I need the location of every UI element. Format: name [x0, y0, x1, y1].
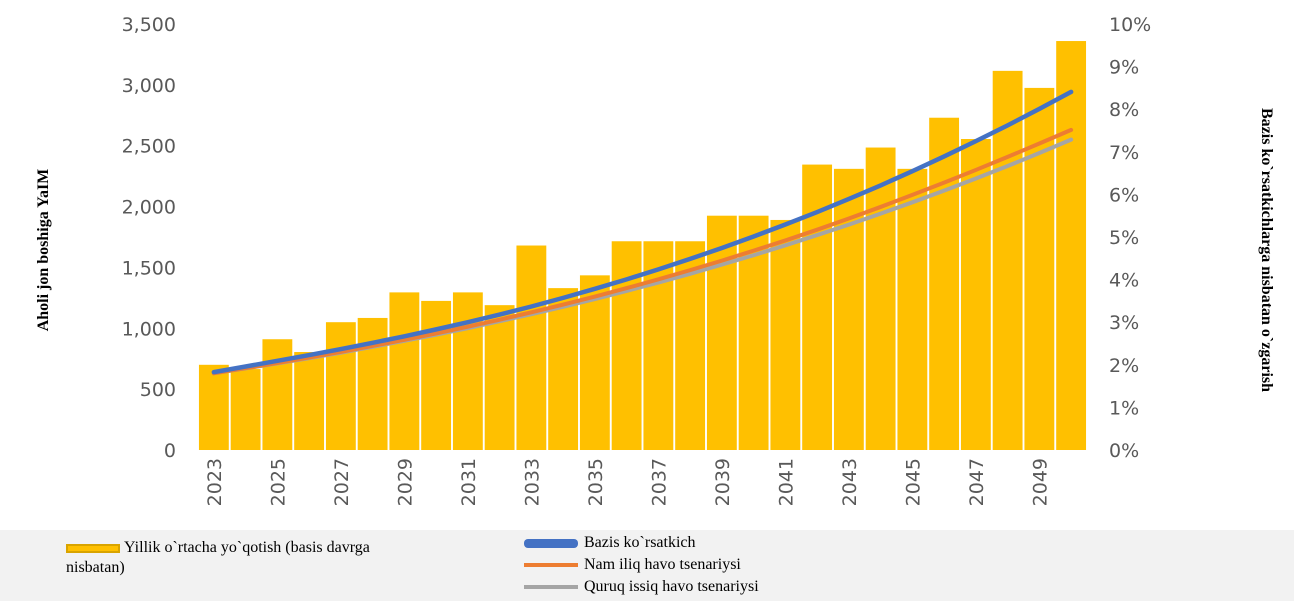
- legend-item-bazis: Bazis ko`rsatkich: [524, 534, 696, 552]
- bar: [548, 288, 579, 450]
- legend-label-nam-iliq: Nam iliq havo tsenariysi: [584, 556, 741, 573]
- legend-item-quruq-issiq: Quruq issiq havo tsenariysi: [524, 578, 759, 596]
- bar: [579, 275, 610, 450]
- x-tick-label: 2027: [331, 458, 353, 506]
- lines-layer: [211, 89, 1074, 376]
- right-tick-label: 5%: [1109, 227, 1139, 249]
- bar: [484, 305, 515, 450]
- left-axis-title: Aholi jon boshiga YaIM: [35, 169, 52, 332]
- legend-swatch-bazis: [524, 538, 578, 548]
- x-tick-label: 2049: [1029, 458, 1051, 506]
- left-tick-label: 500: [140, 379, 176, 401]
- line-nam-iliq: [211, 127, 1074, 376]
- legend-item-nam-iliq: Nam iliq havo tsenariysi: [524, 556, 741, 574]
- x-tick-label: 2037: [648, 458, 670, 506]
- left-axis-ticks: 0 500 1,000 1,500 2,000 2,500 3,000 3,500: [122, 14, 176, 462]
- left-tick-label: 0: [164, 440, 176, 462]
- bar: [198, 364, 229, 450]
- right-tick-label: 4%: [1109, 270, 1139, 292]
- right-tick-label: 0%: [1109, 440, 1139, 462]
- bar: [294, 352, 325, 450]
- bars-layer: [198, 41, 1087, 451]
- legend-swatch-nam-iliq: [524, 563, 578, 568]
- left-tick-label: 1,500: [122, 257, 176, 279]
- right-tick-label: 2%: [1109, 355, 1139, 377]
- legend-label-annual-loss: Yillik o`rtacha yo`qotish (basis davrga: [124, 539, 370, 556]
- bar: [611, 241, 642, 450]
- x-tick-label: 2041: [775, 458, 797, 506]
- right-tick-label: 8%: [1109, 99, 1139, 121]
- legend-swatch-quruq-issiq: [524, 585, 578, 590]
- right-tick-label: 3%: [1109, 312, 1139, 334]
- bar: [516, 245, 547, 450]
- bar: [230, 369, 261, 450]
- x-tick-label: 2031: [458, 458, 480, 506]
- x-axis-ticks: 2023 2025 2027 2029 2031 2033 2035 2037 2039 2041…: [204, 458, 1052, 506]
- right-tick-label: 6%: [1109, 184, 1139, 206]
- x-tick-label: 2039: [712, 458, 734, 506]
- legend-swatch-annual-loss: [66, 543, 120, 553]
- right-tick-label: 10%: [1109, 14, 1151, 36]
- x-tick-label: 2033: [521, 458, 543, 506]
- x-tick-label: 2043: [839, 458, 861, 506]
- right-axis-title: Bazis ko`rsatkichlarga nisbatan o`zgaris…: [1258, 108, 1275, 392]
- bar: [929, 117, 960, 450]
- bar: [992, 70, 1023, 451]
- right-tick-label: 9%: [1109, 57, 1139, 79]
- x-tick-label: 2045: [902, 458, 924, 506]
- bar: [833, 168, 864, 450]
- bar: [897, 168, 928, 450]
- left-tick-label: 2,000: [122, 197, 176, 219]
- x-tick-label: 2029: [394, 458, 416, 506]
- right-tick-label: 7%: [1109, 142, 1139, 164]
- bar: [865, 147, 896, 451]
- bar: [262, 339, 293, 450]
- bar: [357, 317, 388, 450]
- bar: [770, 219, 801, 450]
- bar: [1056, 41, 1087, 450]
- legend: Yillik o`rtacha yo`qotish (basis davrga …: [0, 530, 1294, 601]
- legend-item-annual-loss: Yillik o`rtacha yo`qotish (basis davrga …: [66, 538, 494, 578]
- x-tick-label: 2035: [585, 458, 607, 506]
- legend-label-quruq-issiq: Quruq issiq havo tsenariysi: [584, 578, 759, 595]
- bar: [325, 322, 356, 450]
- bar: [452, 292, 483, 450]
- legend-label-annual-loss-cont: nisbatan): [66, 559, 125, 576]
- bar: [706, 215, 737, 450]
- left-tick-label: 1,000: [122, 318, 176, 340]
- chart: 0 500 1,000 1,500 2,000 2,500 3,000 3,500 0% 1% 2…: [35, 14, 1275, 506]
- right-tick-label: 1%: [1109, 397, 1139, 419]
- left-tick-label: 3,500: [122, 14, 176, 36]
- legend-label-bazis: Bazis ko`rsatkich: [584, 534, 696, 551]
- bar: [960, 139, 991, 450]
- x-tick-label: 2023: [204, 458, 226, 506]
- x-tick-label: 2047: [966, 458, 988, 506]
- bar: [421, 300, 452, 450]
- right-axis-ticks: 0% 1% 2% 3% 4% 5% 6% 7% 8% 9% 10%: [1109, 14, 1151, 462]
- left-tick-label: 2,500: [122, 136, 176, 158]
- x-tick-label: 2025: [267, 458, 289, 506]
- line-bazis: [211, 89, 1074, 375]
- left-tick-label: 3,000: [122, 75, 176, 97]
- bar: [389, 292, 420, 450]
